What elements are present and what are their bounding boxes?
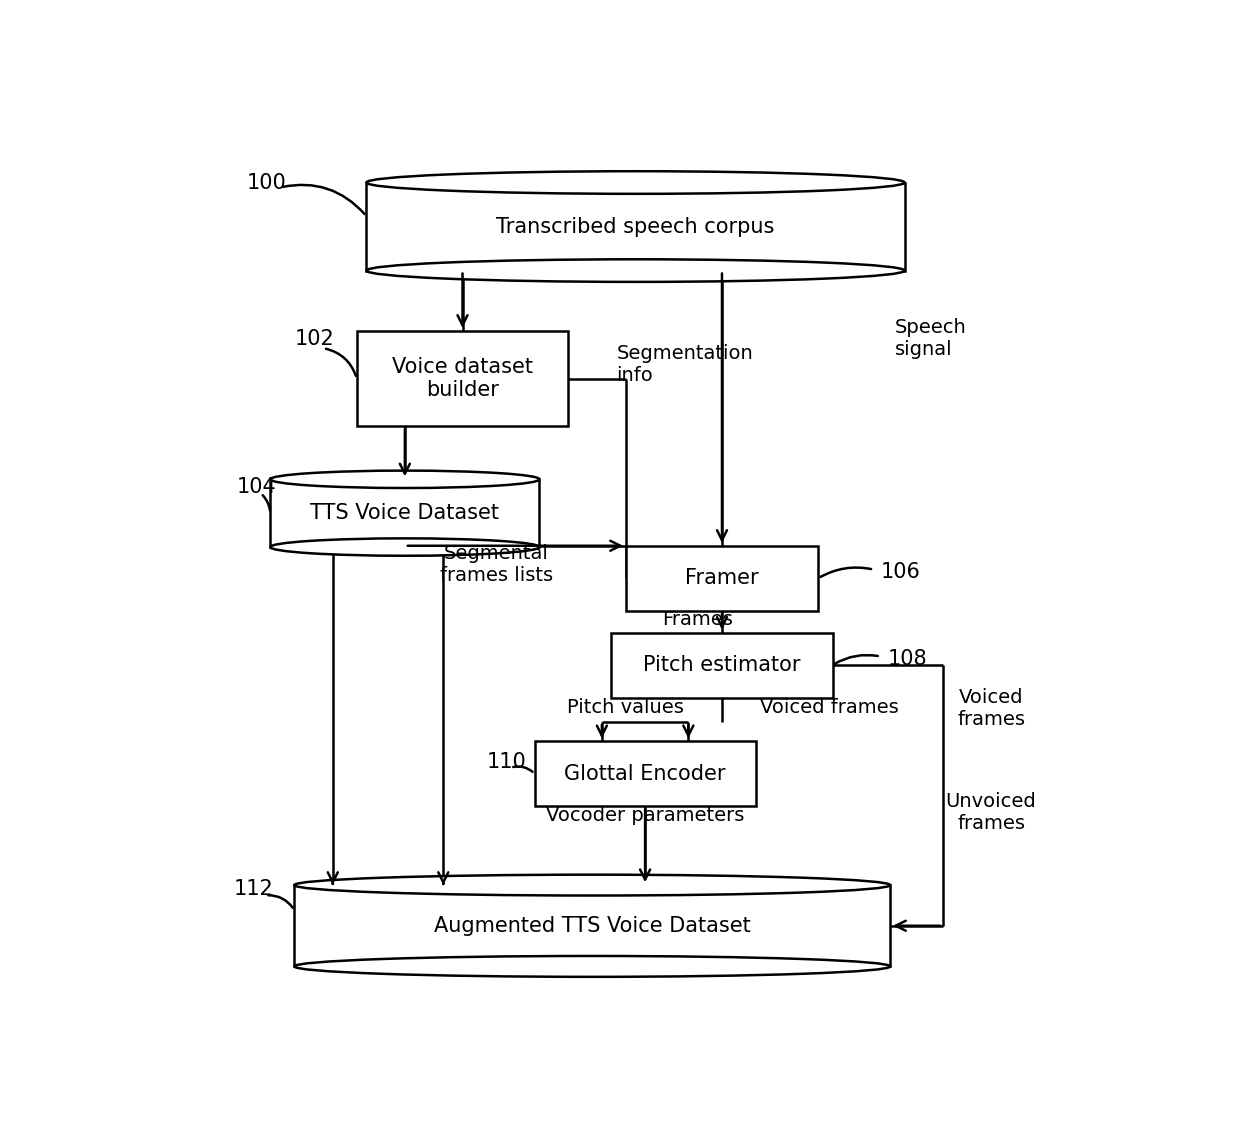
- Ellipse shape: [294, 874, 890, 896]
- Ellipse shape: [270, 538, 539, 556]
- Text: Framer: Framer: [686, 569, 759, 589]
- Text: Unvoiced
frames: Unvoiced frames: [946, 792, 1037, 834]
- Text: Transcribed speech corpus: Transcribed speech corpus: [496, 217, 775, 237]
- Text: Pitch values: Pitch values: [568, 698, 684, 717]
- Text: 106: 106: [880, 562, 920, 582]
- Text: TTS Voice Dataset: TTS Voice Dataset: [310, 503, 500, 523]
- Text: Voice dataset
builder: Voice dataset builder: [392, 356, 533, 400]
- Bar: [270, 479, 539, 547]
- Text: 108: 108: [888, 649, 928, 669]
- Text: Pitch estimator: Pitch estimator: [644, 655, 801, 676]
- Ellipse shape: [367, 171, 905, 194]
- Text: Voiced
frames: Voiced frames: [957, 688, 1025, 729]
- Text: 100: 100: [247, 173, 286, 193]
- Ellipse shape: [270, 470, 539, 488]
- Ellipse shape: [367, 259, 905, 282]
- Bar: [534, 741, 755, 807]
- Text: Segmentation
info: Segmentation info: [616, 344, 753, 385]
- Bar: [367, 183, 905, 271]
- Text: Speech
signal: Speech signal: [895, 318, 967, 359]
- Bar: [626, 546, 818, 611]
- Text: 104: 104: [237, 477, 277, 497]
- Ellipse shape: [294, 955, 890, 977]
- Text: Augmented TTS Voice Dataset: Augmented TTS Voice Dataset: [434, 916, 750, 936]
- Text: Vocoder parameters: Vocoder parameters: [546, 805, 744, 825]
- Text: 102: 102: [294, 329, 334, 350]
- Bar: [294, 885, 890, 967]
- Text: Segmental
frames lists: Segmental frames lists: [440, 544, 553, 584]
- Text: 110: 110: [486, 752, 526, 773]
- Text: 112: 112: [234, 879, 274, 899]
- Text: Voiced frames: Voiced frames: [760, 698, 899, 717]
- Text: Glottal Encoder: Glottal Encoder: [564, 764, 725, 784]
- Text: Frames: Frames: [662, 610, 733, 629]
- Bar: [611, 633, 832, 698]
- Bar: [357, 331, 568, 426]
